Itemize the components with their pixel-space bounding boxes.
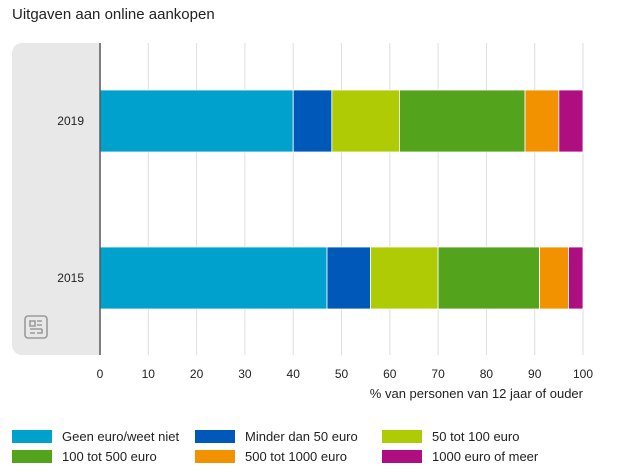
bar-segment-2015-4: [539, 246, 569, 310]
legend-swatch: [382, 429, 422, 443]
legend-swatch: [12, 429, 52, 443]
bar-segment-2015-1: [326, 246, 371, 310]
x-tick-label: 30: [238, 367, 252, 381]
bar-segment-2019-4: [524, 89, 560, 153]
x-tick-label: 100: [573, 367, 593, 381]
legend-label: 50 tot 100 euro: [432, 428, 520, 444]
bar-segment-2015-0: [99, 246, 328, 310]
legend-item: 50 tot 100 euro: [382, 428, 519, 444]
legend-item: Geen euro/weet niet: [12, 428, 179, 444]
legend-item: 100 tot 500 euro: [12, 448, 157, 464]
x-tick-label: 90: [528, 367, 542, 381]
x-tick-label: 50: [335, 367, 349, 381]
legend-item: 1000 euro of meer: [382, 448, 538, 464]
legend: Geen euro/weet niet Minder dan 50 euro 50 …: [12, 428, 622, 468]
bar-segment-2019-3: [399, 89, 526, 153]
x-axis-label: % van personen van 12 jaar of ouder: [370, 386, 584, 401]
legend-swatch: [195, 449, 235, 463]
bars: [99, 89, 584, 310]
cbs-logo-icon: [24, 315, 48, 339]
x-tick-label: 60: [383, 367, 397, 381]
x-tick-label: 20: [190, 367, 204, 381]
legend-label: 100 tot 500 euro: [62, 448, 157, 464]
bar-segment-2015-3: [437, 246, 540, 310]
legend-item: 500 tot 1000 euro: [195, 448, 347, 464]
bar-segment-2015-2: [370, 246, 439, 310]
legend-label: Geen euro/weet niet: [62, 428, 180, 444]
bar-segment-2019-1: [292, 89, 333, 153]
bar-segment-2019-0: [99, 89, 294, 153]
x-tick-label: 0: [97, 367, 104, 381]
legend-swatch: [195, 429, 235, 443]
legend-label: 500 tot 1000 euro: [245, 448, 347, 464]
category-label: 2019: [57, 114, 84, 128]
x-tick-label: 10: [142, 367, 156, 381]
legend-item: Minder dan 50 euro: [195, 428, 358, 444]
bar-segment-2015-5: [568, 246, 584, 310]
bar-segment-2019-5: [558, 89, 584, 153]
legend-label: 1000 euro of meer: [432, 448, 539, 464]
x-tick-label: 70: [431, 367, 445, 381]
category-panel: [12, 43, 99, 355]
bar-segment-2019-2: [331, 89, 400, 153]
legend-swatch: [12, 449, 52, 463]
legend-label: Minder dan 50 euro: [245, 428, 358, 444]
category-label: 2015: [57, 271, 84, 285]
chart-title: Uitgaven aan online aankopen: [12, 6, 215, 23]
legend-swatch: [382, 449, 422, 463]
x-tick-label: 80: [480, 367, 494, 381]
category-labels: 2019 2015: [57, 114, 84, 285]
x-tick-label: 40: [287, 367, 301, 381]
x-tick-labels: 0 10 20 30 40 50 60 70 80 90 100: [97, 367, 594, 381]
